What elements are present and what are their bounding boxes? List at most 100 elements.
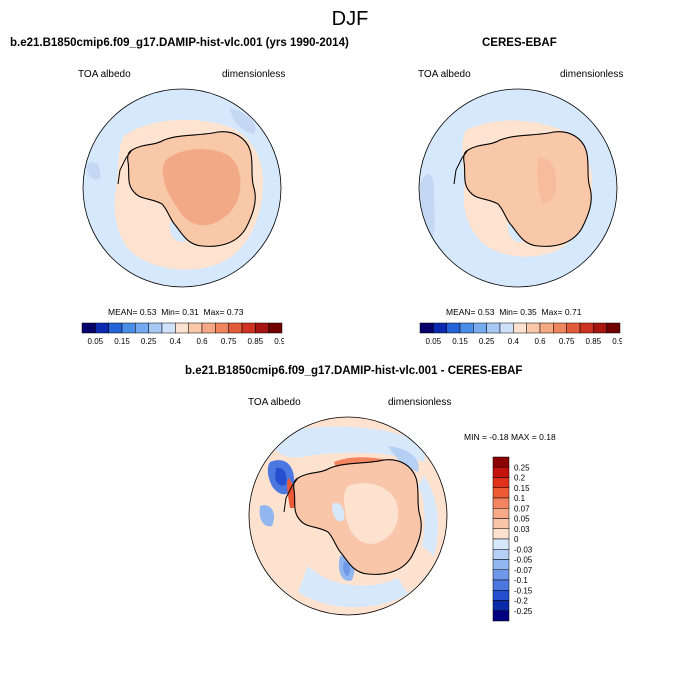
- panel1-colorbar-swatch: [175, 322, 189, 334]
- panel1-left-label: TOA albedo: [78, 69, 131, 80]
- panel2-colorbar-tick-label: 0.05: [426, 337, 442, 346]
- panel1-colorbar-tick-label: 0.95: [274, 337, 284, 346]
- panel1-polar-map: [82, 88, 282, 288]
- panel3-colorbar-tick-label: 0.05: [514, 515, 530, 524]
- panel2-colorbar-swatch: [553, 322, 567, 334]
- panel3-colorbar-tick-label: 0.07: [514, 504, 530, 513]
- panel1-colorbar-swatch: [241, 322, 256, 334]
- panel3-right-label: dimensionless: [388, 397, 452, 408]
- panel3-colorbar-tick-label: 0: [514, 535, 519, 544]
- panel2-ocean-patch-w: [420, 173, 435, 248]
- panel1-colorbar-tick-label: 0.15: [114, 337, 130, 346]
- panel3-max-value: 0.18: [539, 432, 556, 442]
- panel3-colorbar-swatch: [492, 456, 510, 468]
- panel2-mean-value: 0.53: [477, 307, 495, 317]
- panel1-colorbar-tick-label: 0.4: [170, 337, 182, 346]
- panel1-colorbar-swatch: [121, 322, 136, 334]
- panel1-coastline: [127, 131, 256, 247]
- panel2-colorbar-swatch: [446, 322, 461, 334]
- panel2-colorbar-tick-label: 0.85: [586, 337, 602, 346]
- panel2-polar-map: [418, 88, 618, 288]
- panel3-max-label: MAX =: [511, 432, 537, 442]
- panel1-mean-label: MEAN=: [108, 307, 138, 317]
- panel1-max-label: Max=: [203, 307, 225, 317]
- panel2-left-label: TOA albedo: [418, 69, 471, 80]
- panel3-plateau-patch: [344, 482, 399, 544]
- panel3-colorbar-swatch: [492, 549, 510, 560]
- panel1-colorbar-tick-label: 0.6: [196, 337, 208, 346]
- panel3-colorbar-swatch: [492, 487, 510, 499]
- panel2-colorbar-swatch: [539, 322, 554, 334]
- panel3-colorbar-swatch: [492, 569, 510, 581]
- panel3-neg-patch-inland: [332, 502, 345, 522]
- panel3-colorbar-tick-label: -0.25: [514, 607, 533, 616]
- panel3-colorbar-swatch: [492, 467, 510, 478]
- panel1-peninsula: [117, 149, 133, 185]
- panel1-colorbar-swatch: [161, 322, 176, 334]
- page-title: DJF: [331, 8, 369, 30]
- panel3-map-border: [248, 416, 448, 616]
- panel1-colorbar-swatch: [215, 322, 229, 334]
- panel2-colorbar-swatch: [486, 322, 501, 334]
- panel3-colorbar-swatch: [492, 559, 510, 570]
- panel2-colorbar-swatch: [473, 322, 487, 334]
- panel1-colorbar-swatch: [188, 322, 203, 334]
- panel1-ocean-patch-ne: [230, 108, 256, 134]
- panel3-colorbar-tick-label: -0.05: [514, 556, 533, 565]
- panel1-colorbar-swatch: [228, 322, 243, 334]
- panel3-colorbar-swatch: [492, 528, 510, 540]
- panel1-colorbar-swatch: [148, 322, 163, 334]
- panel3-colorbar-tick-label: 0.2: [514, 474, 526, 483]
- panel1-colorbar: 0.05 0.15 0.25 0.4 0.6 0.75 0.85 0.95: [81, 322, 284, 346]
- panel2-colorbar-swatch: [459, 322, 474, 334]
- panel1-min-label: Min=: [161, 307, 180, 317]
- panel1-colorbar-tick-label: 0.75: [221, 337, 237, 346]
- panel3-peninsula: [283, 477, 299, 513]
- panel2-colorbar-swatch: [419, 322, 434, 334]
- panel3-colorbar-swatch: [492, 590, 510, 601]
- panel3-neg-band-north: [268, 426, 428, 462]
- panel2-min-value: 0.35: [520, 307, 537, 317]
- panel3-polar-map: [248, 416, 448, 616]
- panel2-title: CERES-EBAF: [482, 37, 557, 49]
- panel3-colorbar-tick-label: 0.25: [514, 463, 530, 472]
- panel1-stats: MEAN= 0.53 Min= 0.31 Max= 0.73: [108, 307, 243, 317]
- panel2-colorbar-tick-label: 0.6: [534, 337, 546, 346]
- panel2-peninsula: [453, 149, 469, 185]
- panel3-colorbar: 0.250.20.150.10.070.050.030-0.03-0.05-0.…: [492, 456, 533, 622]
- panel3-colorbar-swatch: [492, 477, 510, 488]
- panel3-neg-band-ne: [388, 446, 419, 472]
- panel2-colorbar-swatch: [499, 322, 514, 334]
- panel3-colorbar-swatch: [492, 508, 510, 519]
- panel1-title: b.e21.B1850cmip6.f09_g17.DAMIP-hist-vlc.…: [10, 37, 349, 49]
- panel1-colorbar-tick-label: 0.85: [248, 337, 264, 346]
- panel1-colorbar-tick-label: 0.25: [141, 337, 157, 346]
- panel3-colorbar-swatch: [492, 579, 510, 591]
- panel3-stats: MIN = -0.18 MAX = 0.18: [464, 432, 556, 442]
- panel2-colorbar-tick-label: 0.75: [559, 337, 575, 346]
- panel3-left-label: TOA albedo: [248, 397, 301, 408]
- panel1-colorbar-swatch: [135, 322, 149, 334]
- panel2-min-label: Min=: [499, 307, 518, 317]
- panel3-title: b.e21.B1850cmip6.f09_g17.DAMIP-hist-vlc.…: [185, 365, 523, 377]
- panel3-colorbar-swatch: [492, 610, 510, 622]
- panel3-colorbar-tick-label: 0.15: [514, 484, 530, 493]
- panel3-neg-core-west: [275, 467, 287, 486]
- panel3-neg-patch-ross-core: [343, 562, 351, 576]
- panel2-coastline: [463, 131, 592, 247]
- panel2-colorbar-swatch: [513, 322, 527, 334]
- panel1-colorbar-swatch: [95, 322, 109, 334]
- panel1-colorbar-swatch: [268, 322, 283, 334]
- panel2-colorbar-tick-label: 0.25: [479, 337, 495, 346]
- panel3-neg-band-south: [298, 566, 408, 608]
- panel2-colorbar-swatch: [566, 322, 581, 334]
- panel1-colorbar-tick-label: 0.05: [88, 337, 104, 346]
- panel2-colorbar-swatch: [579, 322, 594, 334]
- panel3-colorbar-swatch: [492, 518, 510, 529]
- panel2-colorbar-tick-label: 0.15: [452, 337, 468, 346]
- panel3-colorbar-tick-label: -0.2: [514, 597, 528, 606]
- panel2-mean-label: MEAN=: [446, 307, 476, 317]
- panel2-stats: MEAN= 0.53 Min= 0.35 Max= 0.71: [446, 307, 581, 317]
- panel3-colorbar-tick-label: 0.1: [514, 494, 526, 503]
- panel3-colorbar-swatch: [492, 600, 510, 611]
